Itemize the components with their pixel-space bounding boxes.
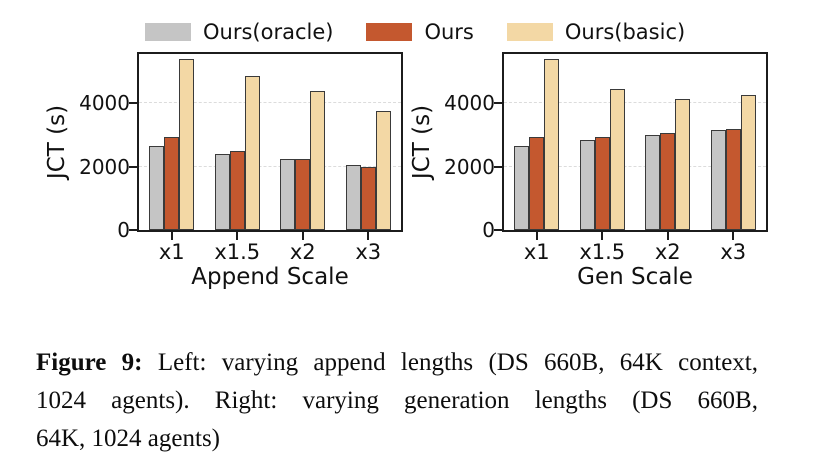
bar-basic-x1 [179,59,195,230]
x-tick-label: x2 [289,240,316,264]
caption-text: Left: varying append lengths (DS 660B, 6… [142,349,758,376]
bar-basic-x3 [375,111,391,230]
legend-item-basic: Ours(basic) [506,20,686,44]
y-tick-mark [494,165,502,168]
y-tick-label: 4000 [444,91,495,116]
legend-item-oracle: Ours(oracle) [145,20,333,44]
gridline-4000 [139,102,401,104]
legend: Ours(oracle) Ours Ours(basic) [145,20,685,44]
chart-append-scale: JCT (s) Append Scale 0 2000 4000 x1 x1.5 x2 x3 [44,52,403,290]
bar-oracle-x1 [514,146,530,230]
y-tick-mark [129,165,137,168]
y-tick-label: 2000 [444,154,495,179]
bar-basic-x2 [310,90,326,230]
caption-figure-label: Figure 9: [36,349,143,376]
y-tick-label: 0 [482,218,495,242]
bar-ours-x2 [660,133,676,230]
caption-line: 64K, 1024 agents) [36,420,758,458]
x-tick-label: x3 [720,240,747,264]
x-tick-label: x1 [158,240,185,264]
x-axis-label: Gen Scale [577,264,693,290]
plot-area-right: JCT (s) Gen Scale 0 2000 4000 x1 x1.5 x2 x3 [409,52,768,290]
caption-line: 1024 agents). Right: varying generation … [36,382,758,420]
bar-ours-x3 [360,167,376,230]
bar-basic-x3 [740,95,756,230]
x-tick-label: x1.5 [214,240,261,264]
y-tick-mark [494,102,502,105]
y-tick-mark [494,229,502,231]
plot-area-left: JCT (s) Append Scale 0 2000 4000 x1 x1.5 x2 x3 [44,52,403,290]
x-tick-mark [666,232,669,240]
bar-basic-x2 [675,98,691,230]
bar-oracle-x3 [710,130,726,230]
x-tick-label: x1.5 [579,240,626,264]
x-tick-label: x3 [355,240,382,264]
legend-swatch-oracle [145,23,191,41]
legend-swatch-ours [366,23,413,41]
bar-ours-x1.5 [229,150,245,230]
y-tick-label: 0 [117,218,130,242]
bar-oracle-x1.5 [214,154,230,230]
figure-caption: Figure 9: Left: varying append lengths (… [36,344,758,458]
y-tick-mark [129,229,137,231]
x-tick-mark [732,232,735,240]
y-axis-label: JCT (s) [409,104,436,180]
caption-text: 1024 agents). Right: varying generation … [36,387,758,414]
caption-line: Figure 9: Left: varying append lengths (… [36,344,758,382]
x-tick-mark [301,232,304,240]
gridline-2000 [504,165,766,167]
bar-oracle-x1 [149,146,165,230]
y-tick-label: 4000 [79,91,130,116]
bar-ours-x1 [164,136,180,230]
bar-ours-x2 [295,158,311,230]
bar-ours-x1 [529,136,545,230]
gridline-4000 [504,102,766,104]
bar-basic-x1.5 [244,76,260,230]
legend-label-basic: Ours(basic) [564,20,686,44]
legend-label-oracle: Ours(oracle) [203,20,334,44]
bar-oracle-x2 [645,135,661,230]
bar-oracle-x1.5 [579,139,595,230]
y-tick-label: 2000 [79,154,130,179]
x-tick-mark [170,232,173,240]
gridline-2000 [139,165,401,167]
bar-ours-x1.5 [594,136,610,230]
bar-oracle-x2 [280,158,296,230]
x-tick-label: x2 [654,240,681,264]
x-tick-mark [535,232,538,240]
bar-ours-x3 [725,128,741,230]
bar-basic-x1.5 [609,89,625,230]
y-axis-label-wrap: JCT (s) [405,54,439,230]
y-tick-mark [129,102,137,105]
bar-basic-x1 [544,59,560,230]
legend-swatch-basic [506,23,553,41]
x-tick-mark [601,232,604,240]
caption-text: 64K, 1024 agents) [36,425,220,452]
legend-item-ours: Ours [366,20,474,44]
x-tick-mark [236,232,239,240]
chart-gen-scale: JCT (s) Gen Scale 0 2000 4000 x1 x1.5 x2 x3 [409,52,768,290]
bar-oracle-x3 [345,165,361,230]
y-axis-label: JCT (s) [44,104,71,180]
x-tick-label: x1 [523,240,550,264]
y-axis-label-wrap: JCT (s) [40,54,74,230]
legend-label-ours: Ours [424,20,474,44]
x-tick-mark [367,232,370,240]
x-axis-label: Append Scale [191,264,349,290]
